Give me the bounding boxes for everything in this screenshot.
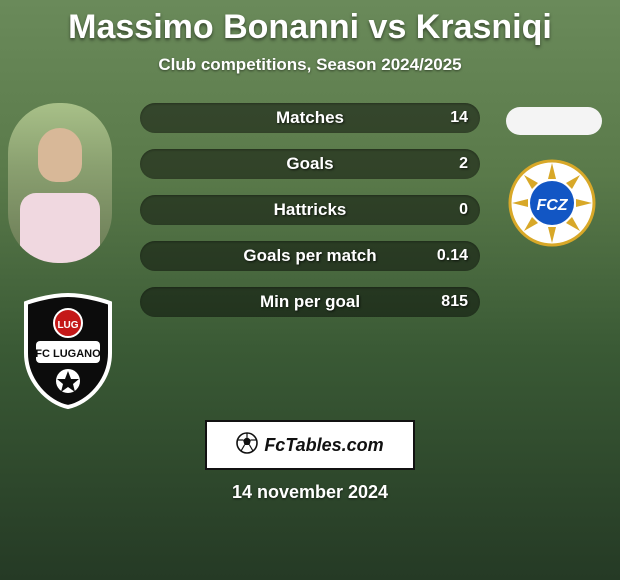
svg-text:LUG: LUG [57,320,78,331]
stat-value-right: 815 [441,293,468,311]
stat-value-right: 14 [450,109,468,127]
stat-label: Min per goal [140,292,480,312]
stat-label: Goals per match [140,246,480,266]
player-left-avatar [8,103,112,263]
stat-value-right: 2 [459,155,468,173]
comparison-area: LUG FC LUGANO [0,103,620,433]
brand-box[interactable]: FcTables.com [205,420,415,470]
stat-label: Matches [140,108,480,128]
stat-value-right: 0 [459,201,468,219]
stat-row: Hattricks 0 [140,195,480,225]
page-title: Massimo Bonanni vs Krasniqi [0,0,620,47]
stat-label: Hattricks [140,200,480,220]
stat-bars: Matches 14 Goals 2 Hattricks 0 Goals per… [140,103,480,333]
player-right-avatar [506,107,602,135]
club-left-logo: LUG FC LUGANO [18,293,118,409]
stat-row: Matches 14 [140,103,480,133]
stat-label: Goals [140,154,480,174]
svg-text:FCZ: FCZ [536,197,568,214]
stat-row: Min per goal 815 [140,287,480,317]
soccer-ball-icon [236,432,258,459]
stat-row: Goals per match 0.14 [140,241,480,271]
svg-text:FC LUGANO: FC LUGANO [35,348,101,360]
date-text: 14 november 2024 [0,482,620,503]
stat-value-right: 0.14 [437,247,468,265]
stat-row: Goals 2 [140,149,480,179]
brand-text: FcTables.com [264,435,383,456]
club-right-logo: FCZ [508,159,596,247]
subtitle: Club competitions, Season 2024/2025 [0,55,620,75]
